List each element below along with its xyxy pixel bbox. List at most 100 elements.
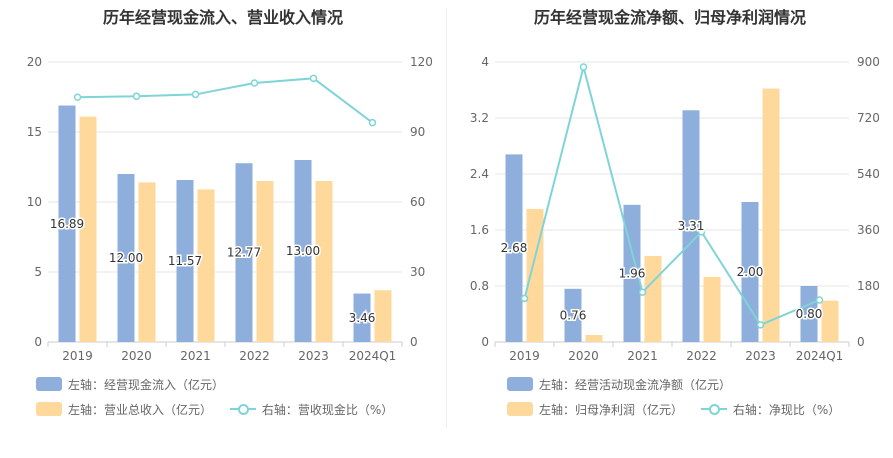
line-point [815,296,824,304]
y-tick-left: 15 [27,125,42,139]
y-tick-left: 0.8 [470,279,489,293]
chart-plot: 0 0.8 1.6 2.4 3.2 4 0 180 360 540 720 900 2019 2020 20… [470,55,880,363]
y-tick-right: 30 [410,265,425,279]
legend-label: 右轴：营收现金比（%） [261,403,394,417]
data-label: 2.00 [737,265,764,279]
bar [800,286,818,342]
data-label: 2.68 [501,241,528,255]
y-tick-right: 720 [857,111,880,125]
chart-panel-left: 历年经营现金流入、营业收入情况 0 5 10 15 20 0 30 60 90 120 2019 20… [0,0,446,430]
bar [762,88,780,342]
bar [235,163,253,342]
data-label: 13.00 [286,244,320,258]
legend-swatch-bar [507,377,533,391]
line-point [191,90,200,99]
y-tick-left: 0 [34,335,42,349]
y-tick-right: 180 [857,279,880,293]
legend-item-net-cash-flow[interactable]: 左轴：经营活动现金流净额（亿元） [507,376,731,394]
line-point [638,288,647,296]
legend-label: 左轴：经营现金流入（亿元） [68,378,225,392]
legend-label: 左轴：经营活动现金流净额（亿元） [539,378,732,392]
legend-item-cash-ratio[interactable]: 右轴：营收现金比（%） [229,401,394,419]
y-tick-left: 3.2 [470,111,489,125]
y-tick-right: 900 [857,55,880,69]
bar [526,209,544,342]
bar [703,276,721,342]
data-label: 16.89 [50,217,84,231]
y-tick-left: 1.6 [470,223,489,237]
x-tick-label: 2022 [239,349,270,363]
x-tick-label: 2023 [298,349,329,363]
x-tick-label: 2019 [509,349,540,363]
legend-item-net-profit[interactable]: 左轴：归母净利润（亿元） [507,401,683,419]
x-tick-label: 2022 [686,349,717,363]
data-label: 0.80 [796,307,823,321]
data-label: 3.46 [349,311,376,325]
x-tick-label: 2024Q1 [349,349,397,363]
y-tick-left: 5 [34,265,42,279]
y-tick-right: 120 [410,55,433,69]
y-tick-right: 90 [410,125,425,139]
x-tick-label: 2023 [745,349,776,363]
line-point [368,118,377,127]
y-tick-right: 540 [857,167,880,181]
x-tick-label: 2021 [180,349,211,363]
bar [58,105,76,342]
chart-title: 历年经营现金流净额、归母净利润情况 [533,8,806,27]
legend-swatch-bar [507,402,533,416]
legend-item-net-cash-ratio[interactable]: 右轴：净现比（%） [700,401,841,419]
line-point [132,92,141,101]
y-tick-right: 0 [857,335,865,349]
legend-line-swatch-icon [700,402,727,416]
bar [79,116,97,342]
data-label: 0.76 [560,308,587,322]
panel-divider [446,8,447,428]
line-point [579,63,588,71]
bar [682,110,700,342]
y-tick-left: 20 [27,55,42,69]
legend-item-cash-inflow[interactable]: 左轴：经营现金流入（亿元） [36,376,224,394]
data-label: 3.31 [678,219,705,233]
line-point [73,93,82,101]
x-tick-label: 2019 [62,349,93,363]
y-tick-right: 0 [410,335,418,349]
line-point [250,79,259,87]
legend-label: 左轴：归母净利润（亿元） [539,403,684,417]
legend-label: 右轴：净现比（%） [732,403,841,417]
legend-label: 左轴：营业总收入（亿元） [68,403,213,417]
bar [117,174,135,342]
line-point [756,321,765,329]
bar [176,180,194,342]
chart-panel-right: 历年经营现金流净额、归母净利润情况 0 0.8 1.6 2.4 3.2 4 0 180 360 5… [447,0,893,430]
line-point [520,294,529,303]
bar [353,293,371,342]
chart-title: 历年经营现金流入、营业收入情况 [102,8,343,27]
y-tick-left: 10 [27,195,42,209]
bar [197,189,215,342]
bar [374,290,392,342]
legend-line-swatch-icon [229,402,256,416]
y-tick-left: 4 [481,55,489,69]
line-point [309,74,318,83]
legend-item-revenue[interactable]: 左轴：营业总收入（亿元） [36,401,212,419]
x-tick-label: 2020 [568,349,599,363]
bar [256,181,274,342]
bar [138,182,156,342]
chart-plot: 0 5 10 15 20 0 30 60 90 120 2019 2020 2021 2022 2023 20… [27,55,433,363]
y-tick-right: 60 [410,195,425,209]
line-point [697,228,706,236]
data-label: 12.77 [227,246,261,260]
bar [644,255,662,342]
line-series [77,77,374,124]
y-tick-left: 0 [481,335,489,349]
bar [564,288,582,342]
bar [821,300,839,342]
y-tick-left: 2.4 [470,167,489,181]
bar [315,181,333,342]
bar [294,160,312,342]
x-tick-label: 2021 [627,349,658,363]
bar [741,202,759,342]
data-label: 12.00 [109,251,143,265]
bar [585,335,603,342]
y-tick-right: 360 [857,223,880,237]
